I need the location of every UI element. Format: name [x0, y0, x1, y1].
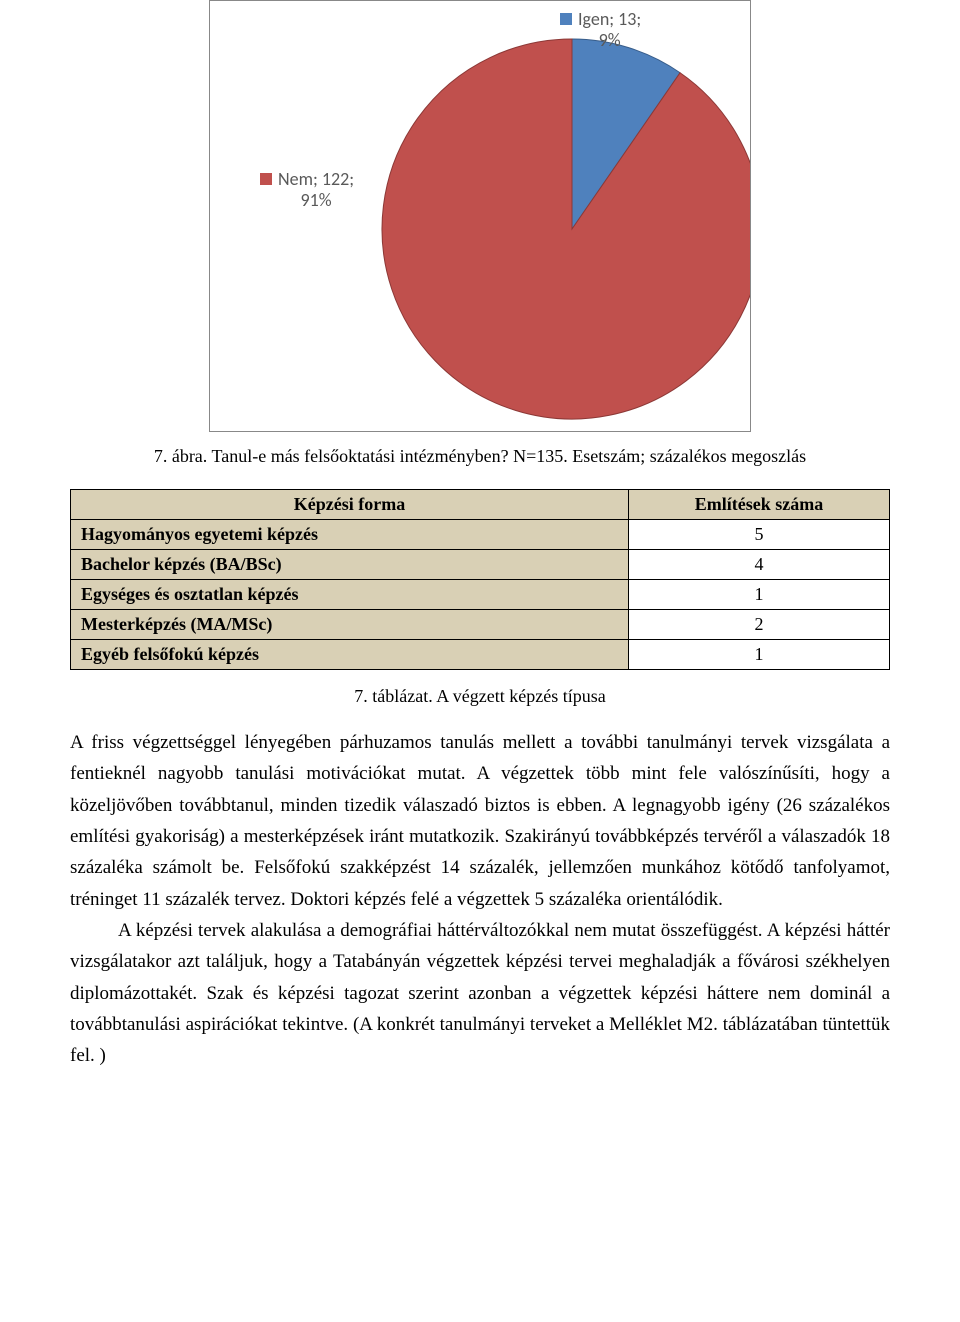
figure-caption: 7. ábra. Tanul-e más felsőoktatási intéz… [70, 446, 890, 467]
table-header-col2: Említések száma [629, 490, 890, 520]
table-cell-label: Egységes és osztatlan képzés [71, 580, 629, 610]
paragraph-1: A friss végzettséggel lényegében párhuza… [70, 727, 890, 915]
table-row: Egyéb felsőfokú képzés1 [71, 640, 890, 670]
legend-swatch-icon [560, 13, 572, 25]
pie-chart-frame: Igen; 13; 9% Nem; 122; 91% [209, 0, 751, 432]
table-cell-value: 4 [629, 550, 890, 580]
data-table: Képzési forma Említések száma Hagyományo… [70, 489, 890, 670]
pie-chart [210, 1, 750, 436]
table-cell-label: Mesterképzés (MA/MSc) [71, 610, 629, 640]
paragraph-2: A képzési tervek alakulása a demográfiai… [70, 915, 890, 1072]
table-row: Bachelor képzés (BA/BSc)4 [71, 550, 890, 580]
pie-slice-nem [382, 39, 750, 419]
legend-swatch-icon [260, 173, 272, 185]
table-cell-label: Egyéb felsőfokú képzés [71, 640, 629, 670]
table-cell-value: 2 [629, 610, 890, 640]
table-cell-value: 1 [629, 640, 890, 670]
table-caption: 7. táblázat. A végzett képzés típusa [70, 686, 890, 707]
table-header-col1: Képzési forma [71, 490, 629, 520]
table-cell-label: Hagyományos egyetemi képzés [71, 520, 629, 550]
legend-label: Nem; 122; 91% [278, 169, 354, 210]
table-cell-value: 5 [629, 520, 890, 550]
table-row: Mesterképzés (MA/MSc)2 [71, 610, 890, 640]
table-row: Hagyományos egyetemi képzés5 [71, 520, 890, 550]
body-text: A friss végzettséggel lényegében párhuza… [70, 727, 890, 1072]
legend-label: Igen; 13; 9% [578, 9, 641, 50]
table-row: Egységes és osztatlan képzés1 [71, 580, 890, 610]
legend-item-1: Nem; 122; 91% [260, 169, 354, 210]
table-cell-label: Bachelor képzés (BA/BSc) [71, 550, 629, 580]
legend-item-0: Igen; 13; 9% [560, 9, 641, 50]
table-cell-value: 1 [629, 580, 890, 610]
